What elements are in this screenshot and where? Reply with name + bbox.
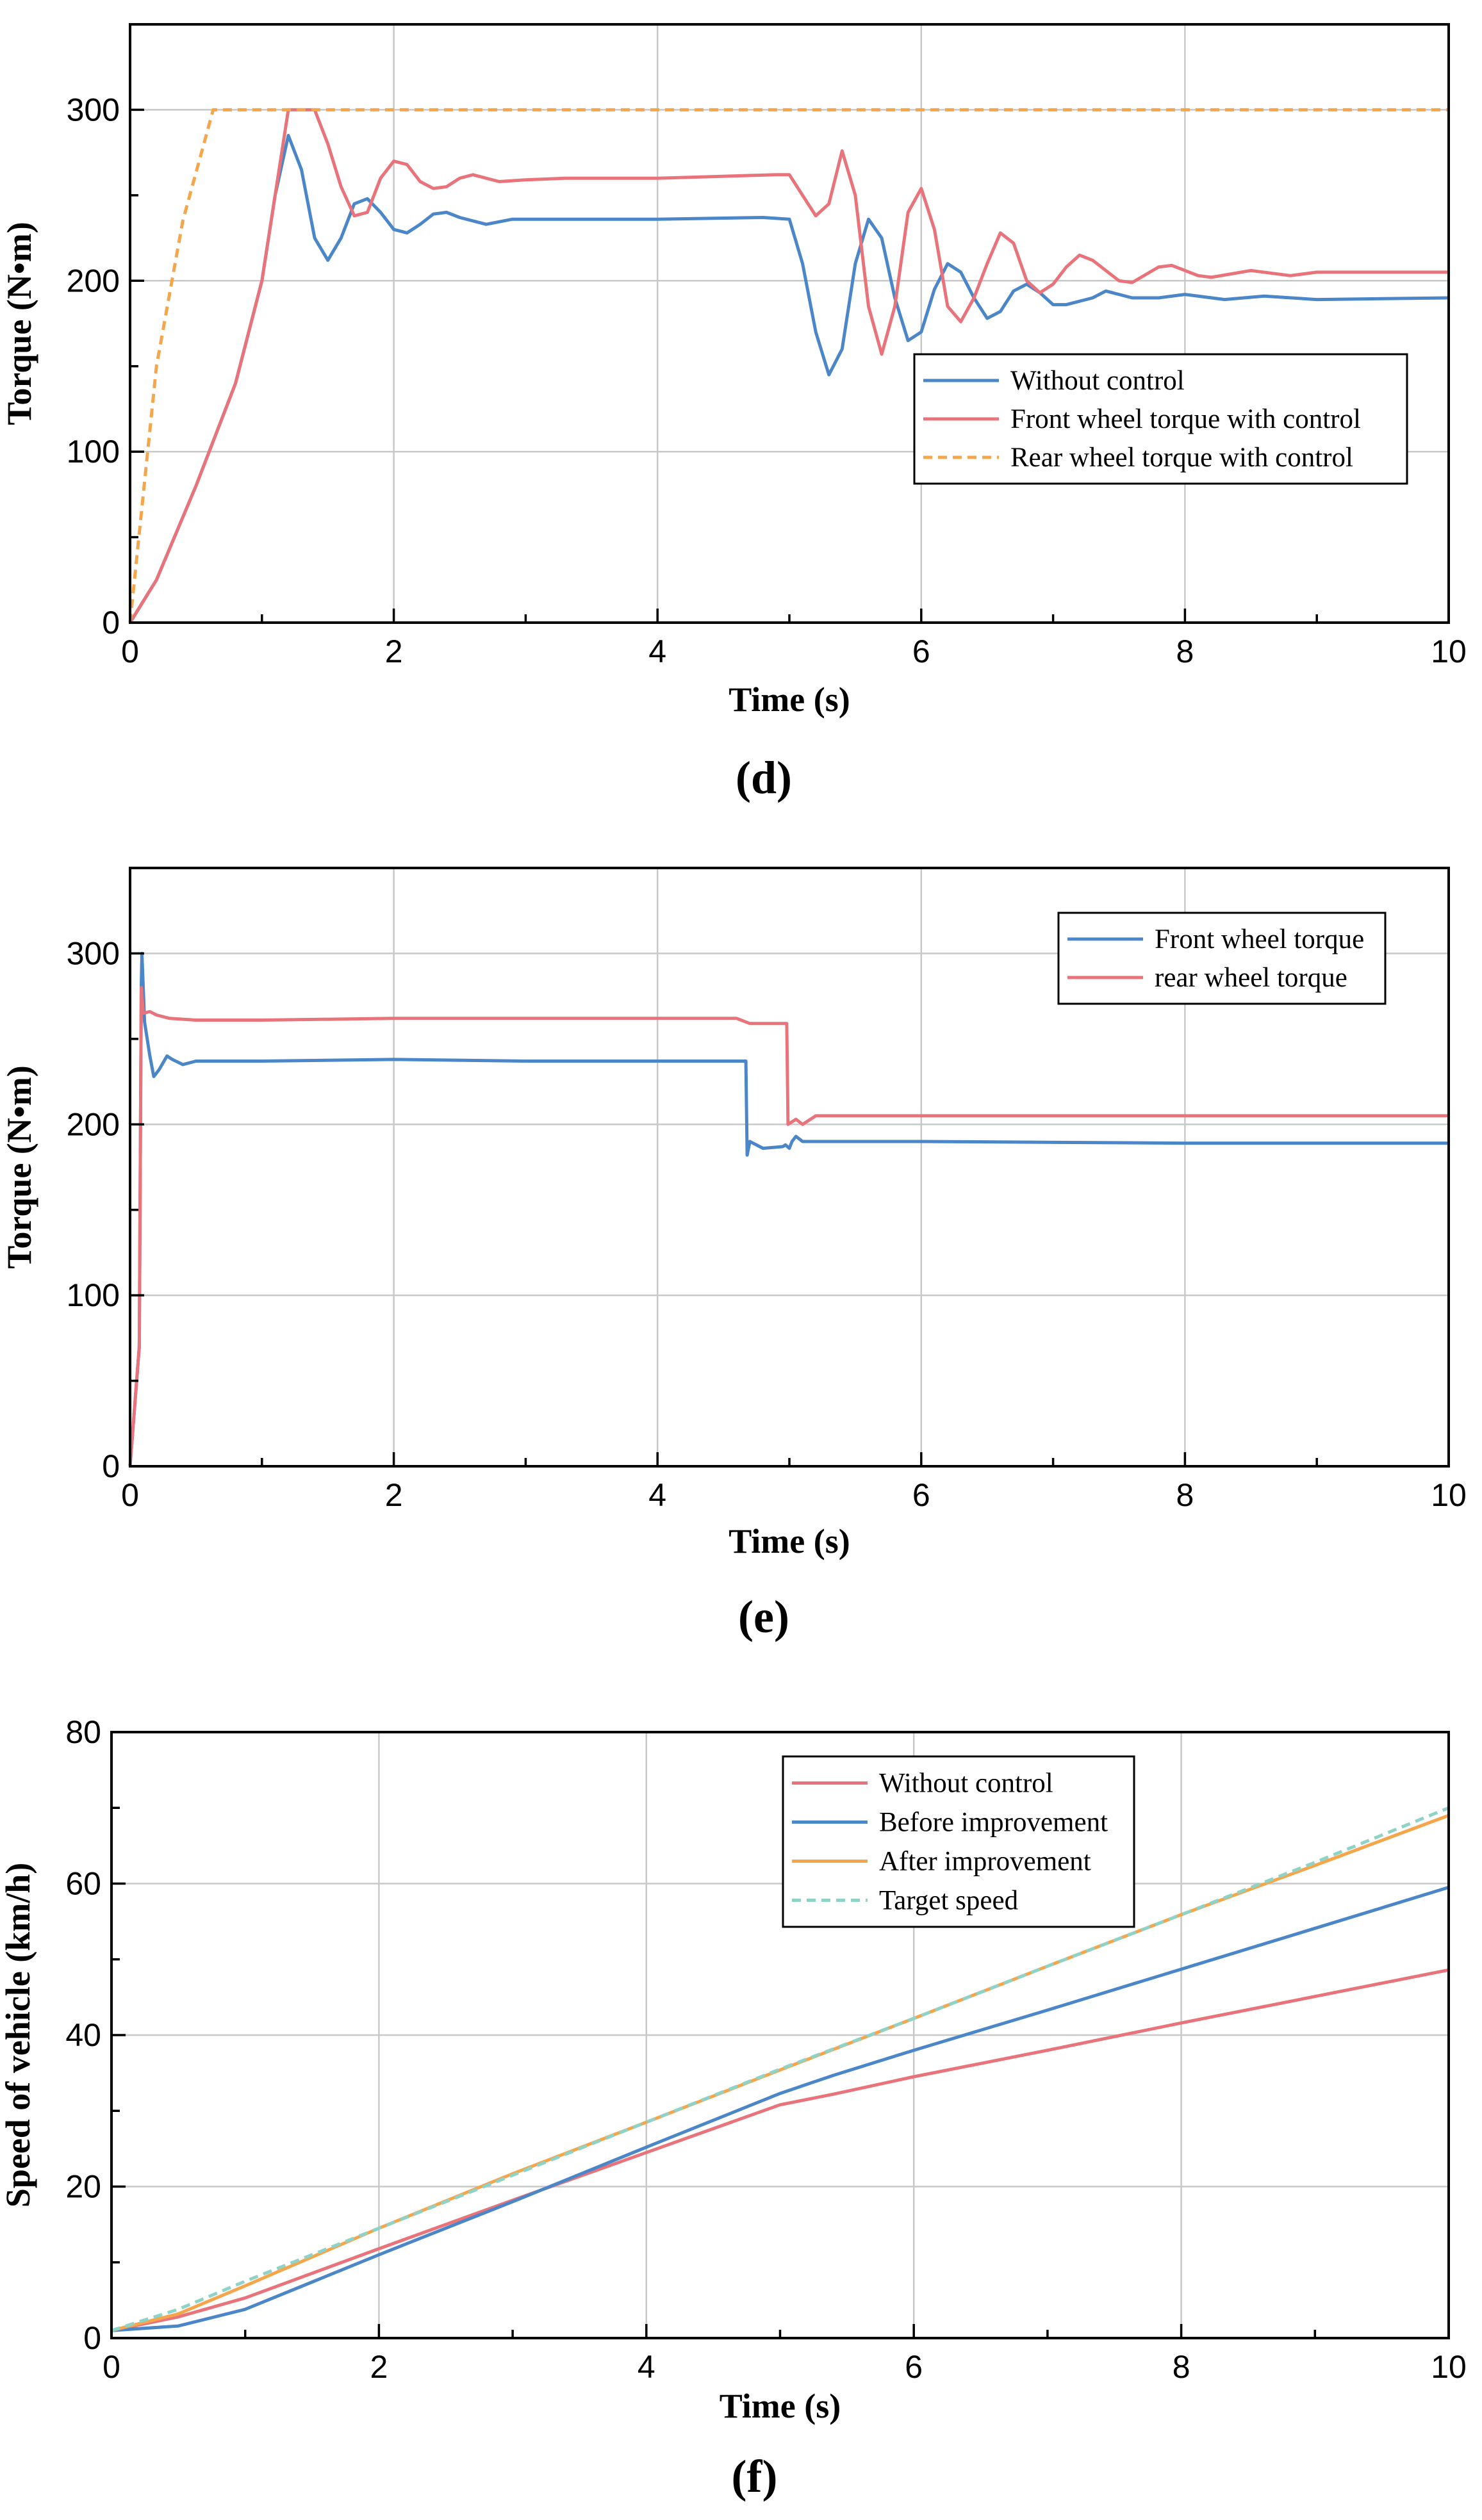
series-line-rear-wheel-torque xyxy=(128,986,1449,1467)
tick-marks xyxy=(129,867,1450,1468)
y-axis-title: Torque (N•m) xyxy=(0,222,38,425)
series-line-without-control xyxy=(128,134,1449,624)
y-tick-label: 100 xyxy=(67,434,120,470)
x-tick-label: 4 xyxy=(648,1477,666,1513)
legend-box xyxy=(782,1755,1135,1928)
x-tick-label: 10 xyxy=(1431,634,1467,669)
y-axis-title: Torque (N•m) xyxy=(0,1065,38,1268)
y-tick-label: 40 xyxy=(65,2017,101,2053)
y-tick-label: 100 xyxy=(67,1277,120,1313)
x-tick-label: 0 xyxy=(121,1477,139,1513)
legend-box xyxy=(1057,912,1387,1005)
chart-panel-f: 0 2 4 6 8 10 0 20 40 60 80 Time (s) Speed of vehicle… xyxy=(0,1691,1482,2520)
plot-frame xyxy=(129,23,1450,624)
legend-label: Target speed xyxy=(879,1886,1018,1916)
x-tick-label: 4 xyxy=(648,634,666,669)
legend-label: Rear wheel torque with control xyxy=(1010,443,1353,473)
y-tick-label: 80 xyxy=(65,1714,101,1750)
y-axis-title: Speed of vehicle (km/h) xyxy=(0,1863,37,2207)
legend: Without control Front wheel torque with c… xyxy=(913,353,1408,485)
legend-label: Without control xyxy=(1010,366,1185,396)
legend-label: Front wheel torque with control xyxy=(1010,404,1361,434)
y-tick-label: 0 xyxy=(102,1448,120,1484)
y-tick-label: 300 xyxy=(67,935,120,971)
x-tick-label: 10 xyxy=(1431,1477,1467,1513)
x-tick-label: 2 xyxy=(385,634,403,669)
y-tick-label: 60 xyxy=(65,1866,101,1902)
x-tick-label: 4 xyxy=(638,2349,655,2385)
y-tick-label: 0 xyxy=(102,605,120,641)
x-tick-label: 8 xyxy=(1176,1477,1194,1513)
x-tick-label: 6 xyxy=(912,1477,930,1513)
legend-label: Without control xyxy=(879,1769,1053,1799)
x-tick-label: 2 xyxy=(370,2349,388,2385)
series-line-before-improvement xyxy=(111,1886,1449,2332)
figure-caption: (e) xyxy=(738,1591,789,1642)
figure-caption: (f) xyxy=(732,2451,778,2502)
tick-marks xyxy=(110,1731,1450,2339)
x-tick-label: 0 xyxy=(103,2349,120,2385)
x-axis-title: Time (s) xyxy=(729,1522,850,1560)
series-line-front-wheel-torque xyxy=(128,951,1449,1467)
series-line-without-control xyxy=(111,1968,1449,2332)
legend-label: Front wheel torque xyxy=(1155,924,1364,954)
speed-chart-f: 0 2 4 6 8 10 0 20 40 60 80 Time (s) Speed of vehicle… xyxy=(0,1714,1467,2502)
chart-panel-d: 0 2 4 6 8 10 0 100 200 300 Time (s) Torque (N•m) Wit… xyxy=(0,0,1482,826)
y-tick-label: 0 xyxy=(83,2320,101,2356)
legend: Without control Before improvement After i… xyxy=(782,1755,1135,1928)
chart-panel-e: 0 2 4 6 8 10 0 100 200 300 Time (s) Torque (N•m) Fro… xyxy=(0,839,1482,1665)
legend-label: Before improvement xyxy=(879,1808,1108,1838)
x-tick-label: 0 xyxy=(121,634,139,669)
x-tick-label: 6 xyxy=(912,634,930,669)
series-line-rear-wheel-torque-with-control xyxy=(128,108,1449,623)
x-tick-label: 6 xyxy=(905,2349,923,2385)
legend-label: After improvement xyxy=(879,1847,1091,1877)
tick-marks xyxy=(129,23,1450,624)
y-tick-label: 200 xyxy=(67,1106,120,1142)
x-tick-label: 8 xyxy=(1176,634,1194,669)
legend: Front wheel torque rear wheel torque xyxy=(1057,912,1387,1005)
figure-caption: (d) xyxy=(736,752,792,803)
y-tick-label: 20 xyxy=(65,2169,101,2205)
x-tick-label: 10 xyxy=(1431,2349,1467,2385)
grid-lines xyxy=(130,24,1449,623)
legend-label: rear wheel torque xyxy=(1155,963,1347,993)
grid-lines xyxy=(111,1732,1449,2338)
x-axis-title: Time (s) xyxy=(720,2387,841,2425)
x-axis-title: Time (s) xyxy=(729,680,850,719)
series-line-front-wheel-torque-with-control xyxy=(128,108,1449,624)
y-tick-label: 300 xyxy=(67,92,120,127)
x-tick-label: 8 xyxy=(1173,2349,1190,2385)
series-line-target-speed xyxy=(111,1806,1449,2332)
x-tick-label: 2 xyxy=(385,1477,403,1513)
y-tick-label: 200 xyxy=(67,263,120,299)
